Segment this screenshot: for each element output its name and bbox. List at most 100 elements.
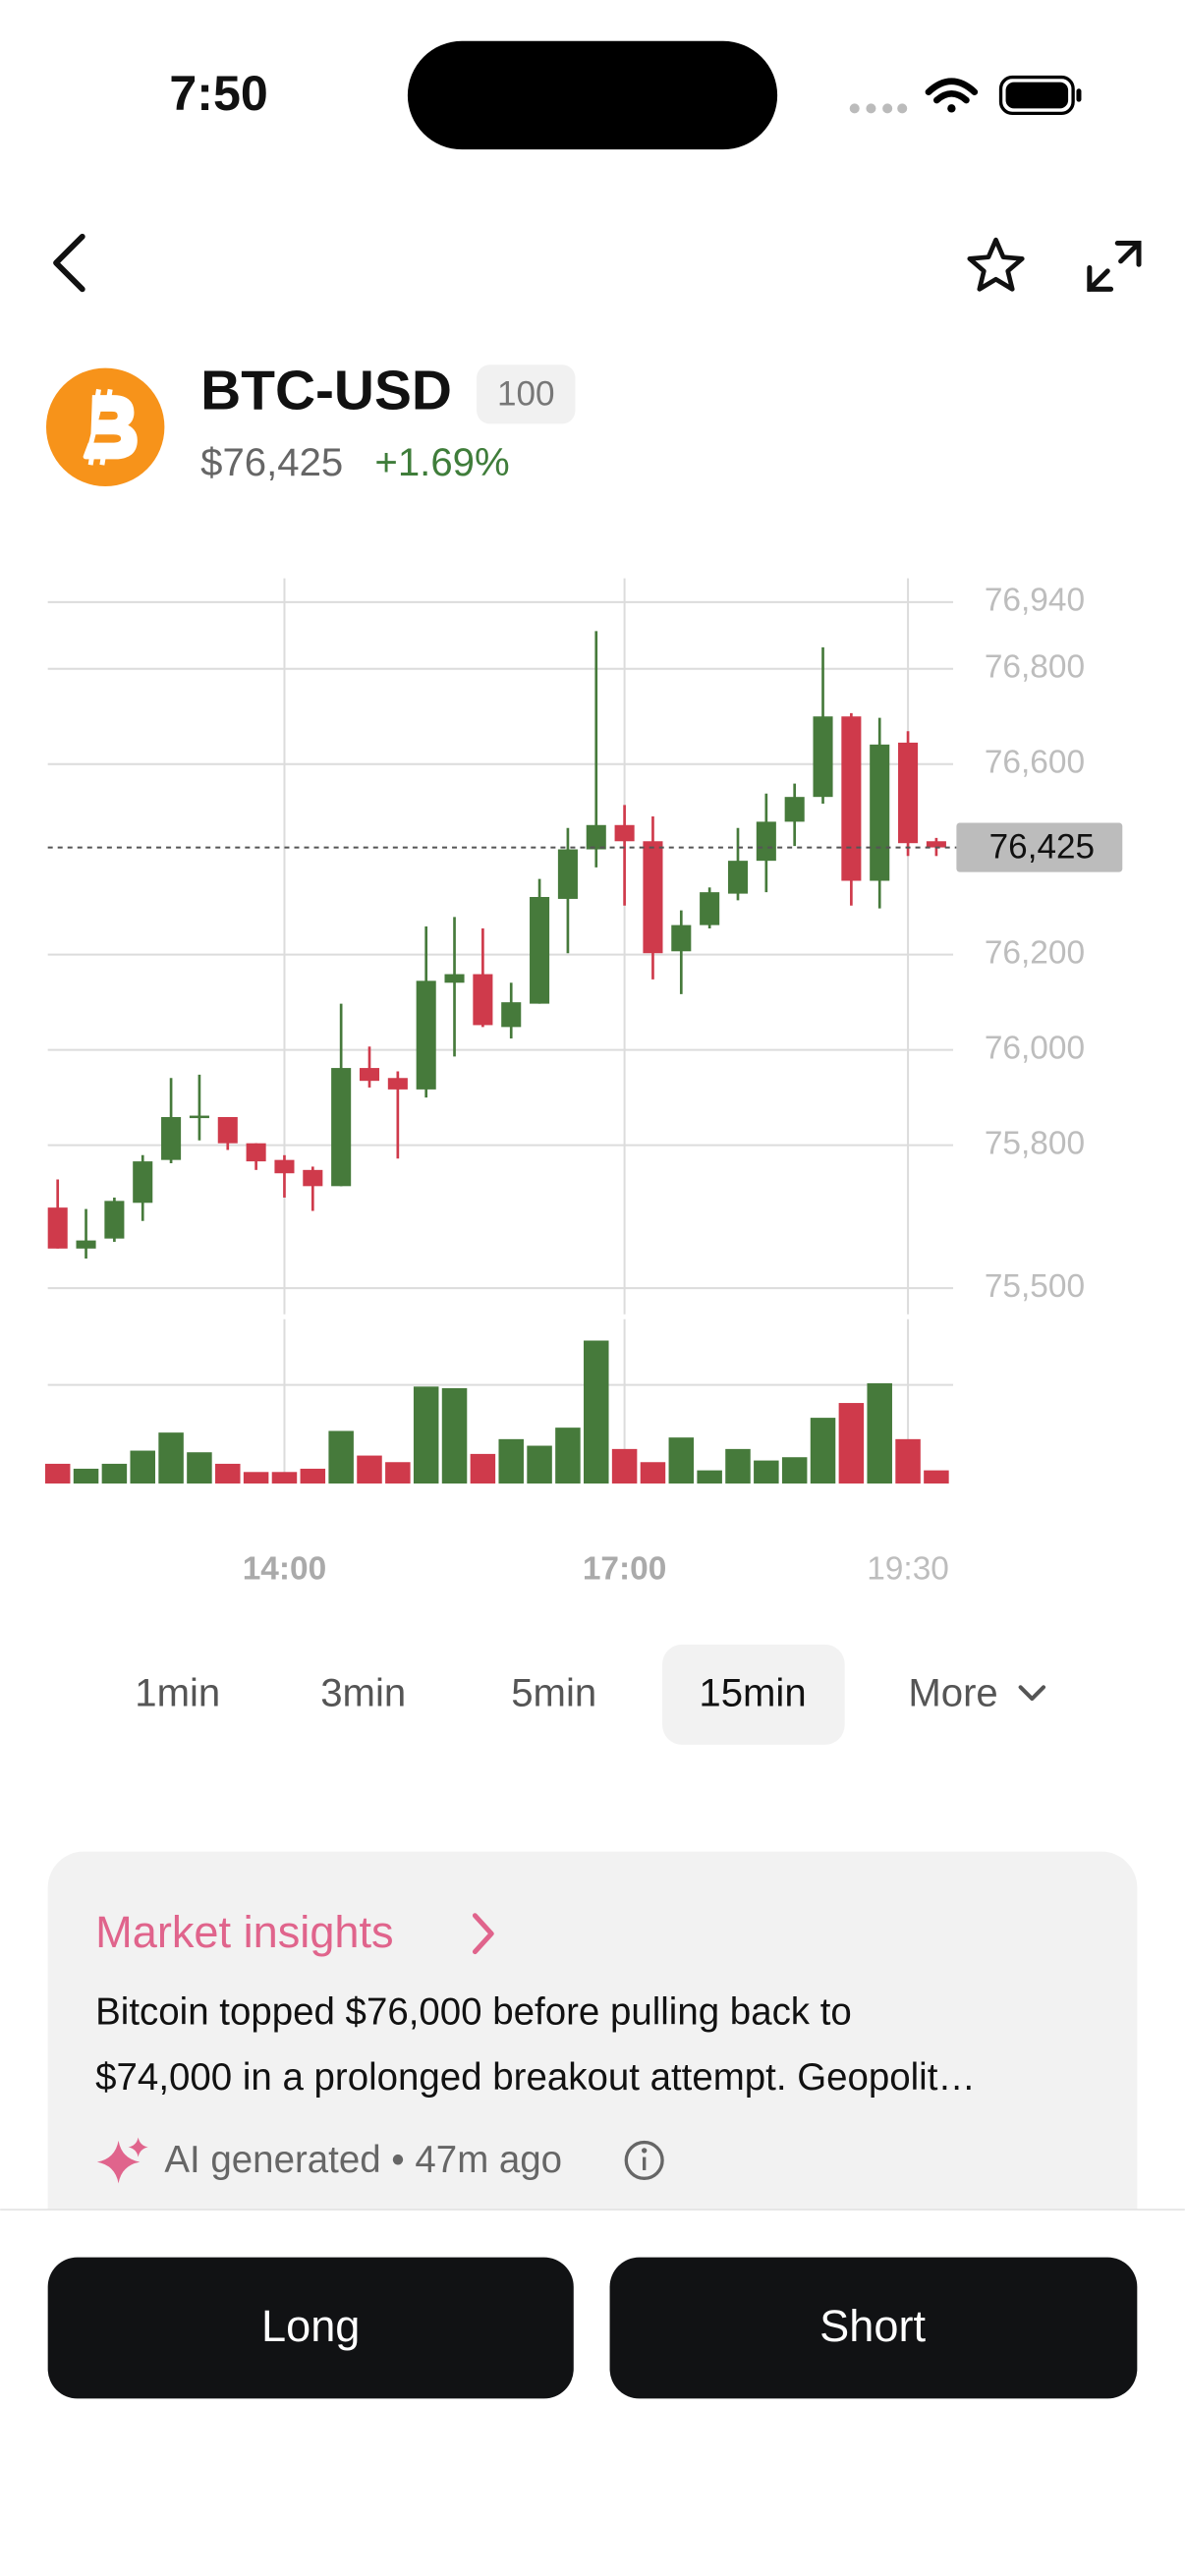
- volume-bar: [584, 1340, 609, 1484]
- volume-bar: [498, 1438, 524, 1484]
- y-tick-label: 76,200: [985, 934, 1085, 971]
- insights-footer: AI generated • 47m ago: [164, 2139, 562, 2181]
- volume-bar: [328, 1430, 354, 1484]
- ai-sparkle-icon: [96, 2137, 148, 2184]
- chart: 75,500 75,800 76,000 76,200 76,600 76,800 76,9…: [44, 578, 1123, 1587]
- insights-chevron[interactable]: [472, 1913, 494, 1955]
- candle-body: [557, 849, 578, 899]
- volume-bar: [668, 1437, 695, 1484]
- volume-bar: [725, 1448, 751, 1484]
- expand-button[interactable]: [1087, 240, 1142, 292]
- volume-bar: [754, 1460, 779, 1484]
- volume-bar: [215, 1463, 241, 1484]
- volume-bar: [271, 1472, 298, 1484]
- volume-bar: [130, 1450, 155, 1484]
- timeframe-selected-bg: [662, 1644, 845, 1745]
- candle-body: [926, 841, 946, 848]
- timeframe[interactable]: 15min: [699, 1670, 806, 1714]
- candle-body: [614, 824, 635, 842]
- volume-bar: [867, 1382, 892, 1484]
- candle-body: [444, 974, 465, 983]
- insights-title[interactable]: Market insights: [95, 1907, 393, 1957]
- info-icon[interactable]: [624, 2140, 664, 2181]
- volume-bar: [73, 1468, 99, 1484]
- candle-body: [727, 861, 749, 894]
- favorite-button[interactable]: [967, 237, 1025, 292]
- candle-body: [586, 824, 606, 850]
- candle-body: [643, 841, 663, 954]
- candle-body: [104, 1201, 125, 1239]
- candle-body: [530, 896, 550, 1004]
- timeframe[interactable]: 5min: [511, 1670, 596, 1714]
- volume-bar: [640, 1462, 666, 1484]
- price-change: +1.69%: [374, 440, 509, 484]
- volume-bar: [385, 1462, 411, 1484]
- candle-body: [274, 1159, 295, 1174]
- candle-body: [303, 1169, 323, 1187]
- last-price-box: [956, 822, 1123, 872]
- back-button[interactable]: [53, 233, 85, 293]
- candle-body: [161, 1117, 182, 1160]
- candle-body: [47, 1207, 68, 1249]
- insights-line: Bitcoin topped $76,000 before pulling ba…: [95, 1990, 852, 2033]
- timeframes: 1min 3min 5min 15min More: [135, 1670, 997, 1714]
- candle-body: [841, 716, 862, 881]
- volume-bar: [44, 1463, 71, 1484]
- dynamic-island: [407, 40, 778, 150]
- last-price-label: 76,425: [989, 828, 1095, 867]
- battery-icon: [998, 75, 1082, 116]
- y-tick-label: 75,500: [985, 1268, 1085, 1305]
- price: $76,425: [200, 440, 343, 484]
- volume-bar: [697, 1470, 722, 1484]
- btc-logo: [45, 367, 165, 486]
- candle-body: [76, 1240, 96, 1249]
- badge: 100: [497, 374, 555, 413]
- volume-bar: [101, 1463, 128, 1484]
- volume-bar: [810, 1418, 836, 1484]
- y-tick-label: 76,000: [985, 1030, 1085, 1066]
- y-tick-label: 76,600: [985, 745, 1085, 781]
- candle-body: [246, 1143, 266, 1162]
- volume-bar: [243, 1472, 269, 1484]
- signal-icon: [849, 103, 908, 114]
- y-tick-label: 75,800: [985, 1125, 1085, 1161]
- candle-body: [359, 1068, 380, 1082]
- insights-card[interactable]: [47, 1851, 1138, 2279]
- insights-line: $74,000 in a prolonged breakout attempt.…: [95, 2056, 976, 2099]
- timeframe[interactable]: 3min: [320, 1670, 406, 1714]
- short-button[interactable]: [609, 2257, 1138, 2399]
- more-chevron[interactable]: [1018, 1685, 1046, 1702]
- timeframe[interactable]: 1min: [135, 1670, 220, 1714]
- candle-body: [331, 1068, 352, 1187]
- candle-body: [217, 1117, 238, 1144]
- volume-bar: [441, 1388, 468, 1484]
- candle-body: [870, 744, 890, 881]
- candle-body: [501, 1002, 522, 1028]
- candle-body: [473, 974, 493, 1026]
- timeframe[interactable]: More: [908, 1670, 997, 1714]
- wifi-icon: [925, 78, 979, 113]
- volume-bar: [924, 1470, 949, 1484]
- volume-bar: [838, 1403, 865, 1484]
- candle-body: [671, 924, 692, 952]
- volume-bar: [158, 1432, 184, 1484]
- volume-bar: [470, 1453, 496, 1484]
- candle-body: [133, 1161, 153, 1204]
- volume-bar: [895, 1438, 921, 1484]
- volume-bar: [527, 1445, 552, 1484]
- y-tick-label: 76,800: [985, 649, 1085, 686]
- short-label[interactable]: Short: [819, 2301, 926, 2351]
- candle-body: [756, 821, 776, 862]
- volume-bar: [300, 1468, 326, 1484]
- long-label[interactable]: Long: [261, 2301, 360, 2351]
- candle-body: [189, 1115, 209, 1119]
- x-tick-label: 17:00: [583, 1550, 667, 1587]
- badge-bg: [477, 364, 576, 424]
- candle-body: [898, 742, 919, 844]
- symbol: BTC-USD: [200, 360, 452, 421]
- long-button[interactable]: [47, 2257, 574, 2399]
- candle-body: [416, 980, 436, 1090]
- candle-body: [813, 716, 833, 798]
- x-tick-label: 14:00: [243, 1550, 327, 1587]
- x-tick-label: 19:30: [867, 1550, 949, 1587]
